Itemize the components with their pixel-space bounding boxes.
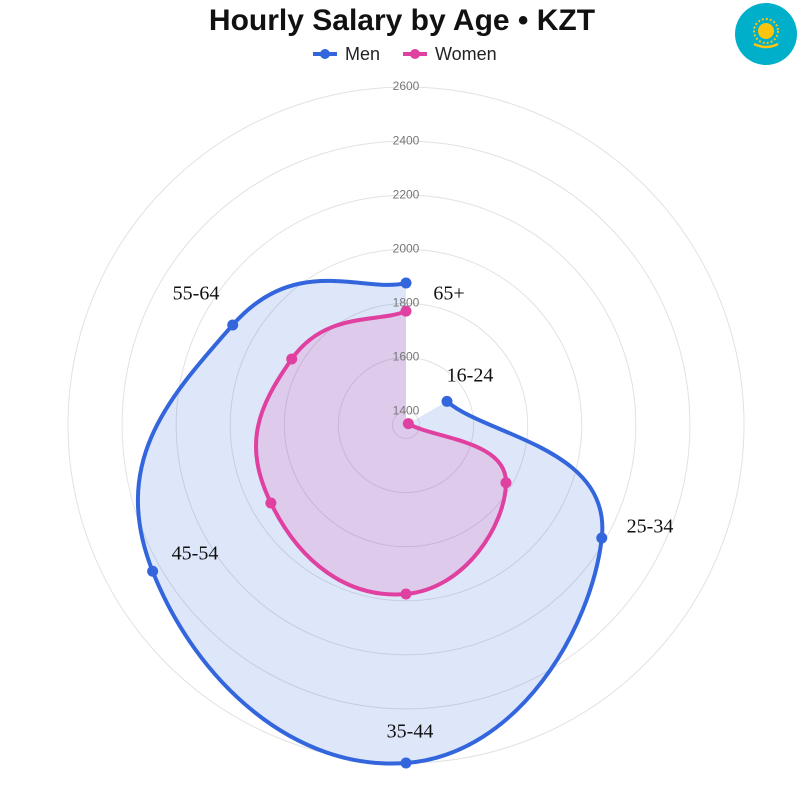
series-area bbox=[255, 311, 506, 595]
flag-icon bbox=[735, 3, 797, 65]
data-point bbox=[500, 477, 512, 489]
grid-circle bbox=[337, 356, 475, 494]
legend-marker bbox=[410, 49, 420, 59]
r-tick-label: 1400 bbox=[393, 404, 420, 418]
data-point bbox=[400, 588, 412, 600]
category-label: 25-34 bbox=[627, 516, 674, 538]
data-point bbox=[286, 353, 298, 365]
data-point bbox=[147, 565, 159, 577]
grid-circle bbox=[121, 140, 691, 710]
data-point bbox=[596, 532, 608, 544]
chart-title: Hourly Salary by Age • KZT bbox=[209, 4, 595, 37]
r-tick-label: 1800 bbox=[393, 295, 420, 309]
legend-label: Men bbox=[345, 44, 380, 64]
category-label: 16-24 bbox=[447, 365, 494, 387]
r-tick-label: 2400 bbox=[393, 133, 420, 147]
r-tick-label: 2600 bbox=[393, 79, 420, 93]
legend-label: Women bbox=[435, 44, 497, 64]
data-point bbox=[400, 277, 412, 289]
data-point bbox=[402, 418, 414, 430]
data-point bbox=[400, 305, 412, 317]
grid-circle bbox=[229, 248, 583, 602]
data-point bbox=[441, 395, 453, 407]
grid-circle bbox=[283, 302, 529, 548]
category-label: 45-54 bbox=[172, 543, 219, 565]
category-label: 65+ bbox=[433, 283, 464, 305]
data-point bbox=[227, 319, 239, 331]
data-point bbox=[265, 497, 277, 509]
legend-marker bbox=[320, 49, 330, 59]
category-label: 35-44 bbox=[387, 721, 434, 743]
grid-circle bbox=[175, 194, 637, 656]
series-area bbox=[137, 280, 603, 764]
r-tick-label: 2000 bbox=[393, 241, 420, 255]
grid-circle bbox=[391, 410, 421, 440]
category-label: 55-64 bbox=[173, 283, 220, 305]
data-point bbox=[400, 757, 412, 769]
r-tick-label: 1600 bbox=[393, 350, 420, 364]
r-tick-label: 2200 bbox=[393, 187, 420, 201]
